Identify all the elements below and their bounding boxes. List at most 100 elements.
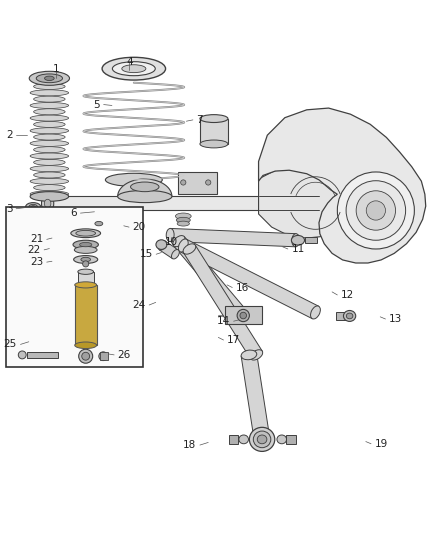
Polygon shape [159, 241, 178, 259]
Ellipse shape [44, 199, 51, 208]
Bar [200, 118, 228, 144]
Ellipse shape [131, 182, 159, 192]
Text: 2: 2 [6, 130, 13, 140]
Text: 26: 26 [118, 350, 131, 360]
Ellipse shape [31, 206, 35, 208]
Ellipse shape [74, 255, 98, 263]
Ellipse shape [30, 153, 69, 159]
Text: 14: 14 [217, 316, 230, 326]
Ellipse shape [95, 221, 103, 226]
Text: 17: 17 [227, 335, 240, 345]
Ellipse shape [292, 233, 300, 247]
Polygon shape [180, 239, 318, 319]
Ellipse shape [75, 282, 97, 288]
Bar [6, 207, 144, 367]
Ellipse shape [30, 140, 69, 147]
Ellipse shape [34, 96, 65, 102]
Bar [225, 306, 262, 324]
Ellipse shape [102, 58, 166, 80]
Ellipse shape [36, 74, 63, 83]
Ellipse shape [30, 191, 69, 197]
Ellipse shape [34, 134, 65, 140]
Ellipse shape [118, 190, 172, 203]
Bar [177, 172, 217, 195]
Text: 4: 4 [126, 56, 133, 67]
Text: 13: 13 [389, 314, 402, 324]
Ellipse shape [29, 71, 70, 85]
Bar [75, 285, 97, 345]
Ellipse shape [30, 90, 69, 96]
Circle shape [346, 181, 406, 240]
Ellipse shape [175, 213, 191, 219]
Ellipse shape [343, 311, 356, 321]
Polygon shape [118, 179, 172, 197]
Text: 12: 12 [341, 290, 354, 300]
Polygon shape [48, 197, 263, 211]
Ellipse shape [241, 350, 257, 360]
Ellipse shape [173, 236, 185, 247]
Bar [336, 312, 346, 320]
Ellipse shape [34, 184, 65, 191]
Ellipse shape [249, 427, 275, 451]
Polygon shape [258, 108, 426, 263]
Ellipse shape [200, 140, 228, 148]
Ellipse shape [75, 342, 97, 349]
Ellipse shape [45, 76, 54, 80]
Bar [305, 237, 317, 243]
Ellipse shape [166, 229, 174, 241]
Polygon shape [184, 245, 262, 359]
Ellipse shape [34, 84, 65, 90]
Polygon shape [170, 229, 296, 247]
Bar [286, 435, 296, 444]
Polygon shape [173, 237, 246, 318]
Ellipse shape [183, 244, 196, 254]
Ellipse shape [30, 102, 69, 108]
Ellipse shape [254, 434, 270, 444]
Ellipse shape [200, 115, 228, 123]
Ellipse shape [176, 217, 190, 223]
Ellipse shape [30, 192, 69, 201]
Ellipse shape [82, 352, 90, 360]
Ellipse shape [250, 350, 263, 360]
Ellipse shape [99, 352, 108, 361]
Text: 6: 6 [71, 208, 77, 218]
Ellipse shape [311, 306, 320, 319]
Text: 20: 20 [133, 222, 146, 232]
Ellipse shape [30, 128, 69, 134]
Ellipse shape [234, 308, 246, 319]
Text: 16: 16 [236, 282, 249, 293]
Ellipse shape [106, 173, 162, 187]
Ellipse shape [81, 257, 91, 262]
Ellipse shape [76, 230, 95, 236]
Circle shape [366, 201, 385, 220]
Ellipse shape [239, 435, 248, 444]
Circle shape [205, 180, 211, 185]
Ellipse shape [79, 349, 93, 363]
Ellipse shape [177, 221, 189, 226]
Ellipse shape [73, 240, 99, 249]
Ellipse shape [156, 240, 167, 249]
Ellipse shape [113, 62, 155, 76]
Text: 18: 18 [183, 440, 196, 450]
Bar [229, 435, 238, 444]
Ellipse shape [29, 204, 38, 209]
Circle shape [356, 191, 396, 230]
Ellipse shape [34, 159, 65, 165]
Text: 5: 5 [93, 100, 100, 110]
Ellipse shape [83, 261, 89, 267]
Ellipse shape [172, 249, 179, 259]
Circle shape [180, 180, 186, 185]
Text: 3: 3 [6, 204, 13, 214]
Ellipse shape [34, 122, 65, 127]
Ellipse shape [178, 239, 188, 252]
Ellipse shape [253, 431, 271, 448]
Ellipse shape [78, 269, 94, 274]
Text: 23: 23 [30, 257, 43, 267]
Bar [78, 272, 94, 285]
Ellipse shape [159, 241, 166, 250]
Ellipse shape [25, 203, 41, 212]
Text: 22: 22 [27, 245, 41, 255]
Ellipse shape [237, 309, 249, 321]
Ellipse shape [71, 229, 101, 238]
Ellipse shape [291, 236, 304, 245]
